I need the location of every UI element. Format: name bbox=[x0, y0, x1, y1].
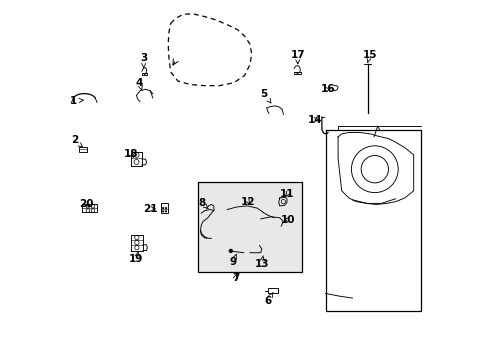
Bar bbox=[294, 72, 300, 74]
Text: 19: 19 bbox=[129, 251, 143, 264]
Text: 12: 12 bbox=[241, 197, 255, 207]
Text: 6: 6 bbox=[264, 293, 272, 306]
Text: 4: 4 bbox=[135, 78, 143, 91]
Text: 3: 3 bbox=[140, 53, 147, 68]
Text: 14: 14 bbox=[307, 114, 322, 125]
Text: 21: 21 bbox=[142, 204, 157, 214]
Bar bbox=[267, 288, 277, 293]
Text: 11: 11 bbox=[279, 189, 294, 199]
Text: 15: 15 bbox=[362, 50, 376, 63]
FancyBboxPatch shape bbox=[197, 182, 302, 272]
Text: 13: 13 bbox=[254, 256, 268, 269]
Text: 7: 7 bbox=[231, 273, 239, 283]
Circle shape bbox=[164, 207, 167, 209]
Text: 2: 2 bbox=[71, 135, 83, 148]
Text: 18: 18 bbox=[123, 149, 138, 159]
Circle shape bbox=[162, 210, 164, 212]
Text: 16: 16 bbox=[320, 84, 335, 94]
Text: 20: 20 bbox=[80, 199, 94, 210]
Text: 1: 1 bbox=[70, 96, 83, 106]
Bar bbox=[161, 203, 168, 213]
Text: 10: 10 bbox=[281, 215, 295, 225]
Text: 9: 9 bbox=[229, 254, 236, 267]
Bar bbox=[142, 73, 146, 75]
Bar bbox=[79, 147, 87, 152]
Text: 17: 17 bbox=[290, 50, 305, 64]
Text: 8: 8 bbox=[198, 198, 208, 209]
Circle shape bbox=[162, 207, 164, 209]
Circle shape bbox=[164, 210, 167, 212]
Circle shape bbox=[228, 249, 232, 253]
Text: 5: 5 bbox=[260, 89, 270, 103]
